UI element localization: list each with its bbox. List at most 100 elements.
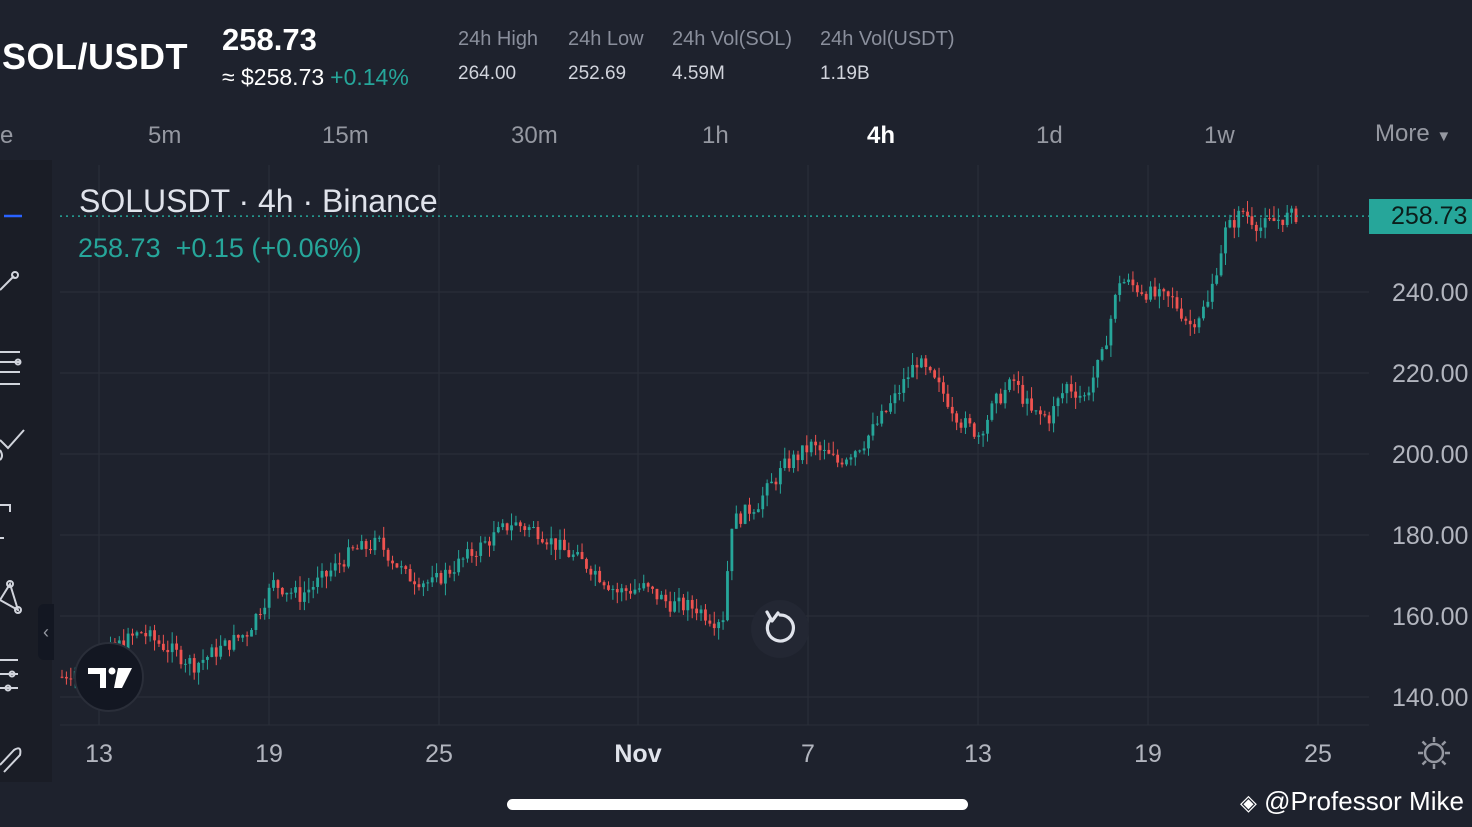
candle-body: [267, 587, 271, 608]
pattern-icon[interactable]: [0, 580, 22, 614]
eraser-icon[interactable]: [0, 747, 22, 773]
candle-body: [1294, 208, 1298, 222]
candle-body: [673, 601, 676, 612]
candle-body: [364, 541, 368, 549]
chart-legend-title: SOLUSDT · 4h · Binance: [79, 183, 438, 219]
brush-icon[interactable]: [0, 429, 25, 461]
candle-body: [972, 423, 976, 437]
candle-body: [1008, 379, 1011, 390]
candle-body: [223, 640, 227, 646]
x-tick-label: 19: [1134, 740, 1162, 768]
tab-4h[interactable]: 4h: [867, 122, 896, 149]
candle-body: [778, 468, 782, 485]
fib-icon[interactable]: [0, 351, 22, 385]
stat-24h-low-value: 252.69: [568, 63, 627, 84]
measure-icon[interactable]: [0, 659, 18, 692]
candle-body: [889, 403, 892, 412]
text-icon[interactable]: [0, 504, 11, 539]
candle-series: [60, 200, 1298, 689]
candle-body: [571, 554, 575, 557]
candle-body: [355, 548, 359, 550]
candle-body: [770, 481, 773, 484]
candle-body: [563, 539, 566, 551]
tab-1h[interactable]: 1h: [702, 122, 729, 149]
candle-body: [823, 449, 826, 451]
candle-body: [232, 634, 236, 650]
candle-body: [664, 594, 668, 602]
candle-body: [505, 523, 509, 531]
candle-body: [479, 542, 483, 556]
candle-body: [1241, 210, 1245, 212]
tradingview-logo-icon[interactable]: [74, 642, 144, 712]
candle-body: [161, 643, 165, 650]
candle-body: [1016, 380, 1020, 385]
candle-body: [536, 526, 540, 540]
candle-body: [633, 589, 637, 594]
candle-body: [1122, 282, 1126, 284]
candle-body: [589, 568, 593, 575]
candle-body: [1162, 289, 1166, 292]
more-timeframes-dropdown[interactable]: More ▼: [1375, 120, 1451, 148]
candle-body: [430, 577, 434, 583]
tab-5m[interactable]: 5m: [148, 122, 182, 149]
approx-usd: ≈ $258.73: [222, 64, 325, 90]
toolbar-collapse-button[interactable]: ‹: [38, 604, 54, 660]
candle-body: [849, 457, 853, 460]
tab-30m[interactable]: 30m: [511, 122, 558, 149]
candle-body: [611, 589, 615, 591]
candle-body: [598, 570, 602, 583]
settings-icon[interactable]: [1416, 735, 1452, 776]
candle-body: [814, 441, 818, 446]
candle-body: [690, 599, 694, 609]
candle-body: [214, 647, 218, 657]
candle-body: [408, 569, 412, 582]
x-tick-label: 25: [1304, 740, 1332, 768]
gear-shape: [1418, 737, 1450, 769]
candle-body: [1113, 294, 1117, 319]
candle-body: [580, 552, 584, 560]
candle-body: [880, 410, 884, 424]
candle-body: [761, 495, 765, 510]
candle-body: [360, 541, 364, 550]
candle-body: [532, 526, 535, 528]
home-indicator[interactable]: [507, 799, 968, 810]
candle-body: [695, 608, 699, 614]
candle-body: [307, 589, 311, 593]
candle-body: [774, 481, 778, 485]
candle-body: [289, 592, 293, 594]
candle-body: [391, 560, 394, 564]
candle-body: [545, 542, 549, 545]
candle-body: [682, 597, 685, 611]
tab-time-partial[interactable]: e: [0, 122, 14, 149]
candle-body: [862, 448, 866, 451]
candle-body: [726, 571, 729, 621]
candle-body: [840, 462, 844, 465]
candle-body: [1224, 227, 1227, 254]
candle-body: [250, 629, 253, 637]
tab-1d[interactable]: 1d: [1036, 122, 1063, 149]
trend-line-icon[interactable]: [0, 271, 19, 291]
candle-body: [501, 523, 505, 528]
candle-body: [1193, 324, 1197, 328]
candle-body: [325, 570, 328, 577]
tab-1w[interactable]: 1w: [1204, 122, 1235, 149]
candle-body: [514, 522, 518, 526]
last-price: 258.73: [222, 22, 317, 57]
tradingview-logo-shape: [88, 667, 132, 688]
candle-body: [620, 588, 624, 593]
candle-body: [1074, 391, 1078, 398]
candle-body: [893, 393, 897, 404]
pair-title[interactable]: SOL/USDT: [2, 36, 189, 77]
candle-body: [937, 377, 941, 383]
candle-body: [139, 632, 143, 634]
candle-body: [461, 558, 465, 560]
candle-body: [518, 522, 522, 527]
candle-body: [933, 370, 937, 378]
candle-body: [1184, 318, 1188, 321]
tab-15m[interactable]: 15m: [322, 122, 369, 149]
candle-body: [510, 525, 513, 531]
reset-chart-button[interactable]: [751, 600, 809, 658]
candle-body: [845, 459, 848, 465]
candle-body: [884, 410, 888, 412]
reset-icon: [765, 610, 795, 643]
